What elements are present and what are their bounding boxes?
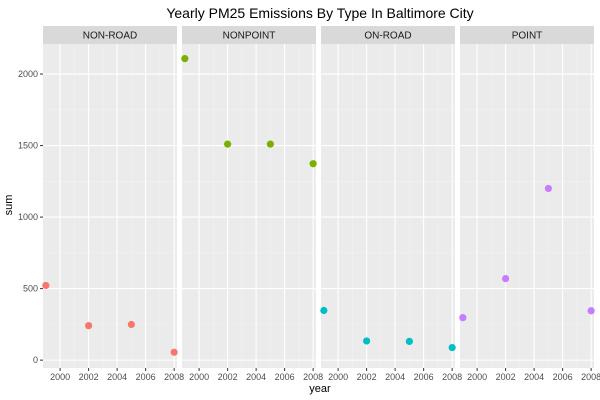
strip-non-road [43,26,177,44]
point-point-2002 [502,274,510,283]
point-nonpoint-2002 [224,140,232,148]
point-non-road-2002 [85,322,93,330]
x-tick-label: 2000 [189,372,209,382]
x-tick-label: 2008 [581,372,600,382]
point-nonpoint-1999 [181,54,189,63]
point-nonpoint-2008 [309,160,317,168]
point-on-road-2005 [405,337,413,345]
x-tick-label: 2008 [164,372,184,382]
strip-label-nonpoint: NONPOINT [223,31,276,42]
y-axis-title: sum [3,195,15,216]
point-non-road-1999 [42,281,50,290]
x-axis-title: year [309,383,331,395]
point-non-road-2005 [127,320,135,329]
x-tick-label: 2006 [414,372,434,382]
x-tick-label: 2000 [467,372,487,382]
strip-nonpoint [182,26,316,44]
point-on-road-2008 [448,343,456,352]
y-tick-label: 0 [33,355,38,365]
x-tick-label: 2004 [107,372,127,382]
panel-background-nonpoint [182,44,316,368]
panel-non-road: NON-ROAD 2000 2002 2004 2006 2008 [42,26,184,382]
y-tick-label: 500 [23,284,38,294]
x-tick-label: 2008 [303,372,323,382]
facet-panels: NON-ROAD 2000 2002 2004 2006 2008 NONPOINT 2000… [42,26,600,382]
panel-on-road: ON-ROAD 2000 2002 2004 2006 2008 [320,26,462,382]
panel-nonpoint: NONPOINT 2000 2002 2004 2006 2008 [181,26,323,382]
strip-on-road [321,26,455,44]
x-tick-label: 2002 [79,372,99,382]
point-point-2005 [544,184,552,193]
point-point-2008 [587,307,595,315]
x-tick-label: 2006 [553,372,573,382]
panel-background-point [460,44,594,368]
strip-point [460,26,594,44]
x-tick-label: 2004 [246,372,266,382]
panel-point: POINT 2000 2002 2004 2006 2008 [459,26,600,382]
x-tick-label: 2000 [50,372,70,382]
x-tick-label: 2008 [442,372,462,382]
y-tick-label: 1500 [18,141,38,151]
x-tick-label: 2002 [357,372,377,382]
x-tick-label: 2004 [524,372,544,382]
y-axis: 0 500 1000 1500 2000 [18,69,43,365]
point-on-road-1999 [320,306,328,315]
point-nonpoint-2005 [266,140,274,148]
y-tick-label: 2000 [18,69,38,79]
point-non-road-2008 [170,348,178,356]
panel-background-non-road [43,44,177,368]
x-tick-label: 2002 [218,372,238,382]
x-tick-label: 2000 [328,372,348,382]
y-tick-label: 1000 [18,212,38,222]
panel-background-on-road [321,44,455,368]
strip-label-non-road: NON-ROAD [83,31,137,42]
point-on-road-2002 [363,337,371,345]
chart-title: Yearly PM25 Emissions By Type In Baltimo… [166,5,473,21]
x-tick-label: 2006 [136,372,156,382]
strip-label-point: POINT [512,31,543,42]
point-point-1999 [459,314,467,322]
x-tick-label: 2004 [385,372,405,382]
strip-label-on-road: ON-ROAD [364,31,411,42]
x-tick-label: 2006 [275,372,295,382]
x-tick-label: 2002 [496,372,516,382]
